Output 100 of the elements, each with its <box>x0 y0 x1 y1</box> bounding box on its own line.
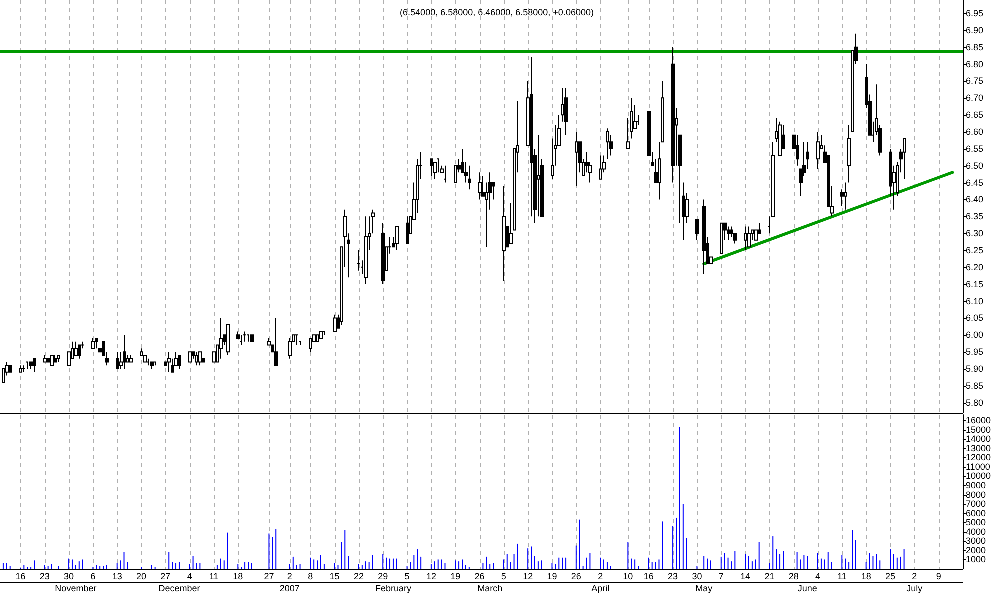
candlestick <box>433 162 437 180</box>
x-tick-label: 7 <box>718 572 724 582</box>
candlestick <box>478 172 482 200</box>
y-tick-label: 6.85 <box>966 42 984 52</box>
y-tick-label: 6.45 <box>966 178 984 188</box>
x-tick-label: 29 <box>378 572 388 582</box>
y-tick-label: 6.25 <box>966 246 984 256</box>
candlestick <box>147 358 150 366</box>
x-tick-label: 11 <box>838 572 847 582</box>
x2-tick-label: May <box>696 584 714 594</box>
candlestick <box>626 118 630 150</box>
x-tick-label: 22 <box>354 572 364 582</box>
y-tick-label: 6.80 <box>966 59 984 70</box>
y-tick-label: 4000 <box>966 526 986 537</box>
x-tick-label: 26 <box>474 572 485 582</box>
y-tick-label: 12000 <box>966 452 992 463</box>
candlestick <box>747 226 751 248</box>
candlestick <box>682 182 685 241</box>
candlestick <box>178 354 181 370</box>
x-tick-label: 20 <box>136 572 147 582</box>
candlestick <box>57 354 60 363</box>
candlestick <box>395 226 399 252</box>
x-tick-label: 19 <box>547 572 558 582</box>
candlestick <box>74 341 78 356</box>
x2-tick-label: November <box>55 584 97 594</box>
x-tick-label: 27 <box>160 572 171 582</box>
candlestick <box>727 226 730 241</box>
candlestick <box>316 334 319 342</box>
candlestick <box>240 334 243 346</box>
candlestick <box>702 199 706 275</box>
candlestick <box>116 352 119 370</box>
candlestick <box>564 88 568 136</box>
candlestick <box>195 352 198 366</box>
y-tick-label: 5000 <box>966 518 986 528</box>
x-tick-label: 5 <box>404 572 410 582</box>
x-tick-label: 4 <box>187 572 192 582</box>
y-tick-label: 11000 <box>966 462 990 472</box>
candlestick <box>29 362 33 370</box>
candlestick <box>444 165 447 184</box>
candlestick <box>150 362 154 370</box>
y-tick-label: 16000 <box>966 416 992 426</box>
x-tick-label: 23 <box>40 572 50 582</box>
y-tick-label: 6.95 <box>966 8 984 19</box>
candlestick <box>250 334 254 342</box>
x-tick-label: 10 <box>623 572 634 582</box>
y-tick-label: 6.20 <box>966 262 984 272</box>
candlestick <box>381 222 385 285</box>
x-tick-label: 27 <box>264 572 274 582</box>
candlestick <box>50 354 54 366</box>
y-tick-label: 6.55 <box>966 144 984 154</box>
x-tick-label: 21 <box>764 572 775 582</box>
text: (6.54000, 6.58000, 6.46000, 6.58000, +0.06000) <box>400 8 594 18</box>
candlestick <box>288 338 292 360</box>
x-tick-label: 26 <box>571 572 582 582</box>
candlestick <box>9 365 12 373</box>
candlestick <box>22 365 26 373</box>
x-tick-label: 15 <box>330 572 340 582</box>
candlestick <box>744 226 747 252</box>
candlestick <box>53 354 57 363</box>
x-tick-label: 28 <box>788 572 799 582</box>
y-tick-label: 6.75 <box>966 76 984 86</box>
x2-tick-label: July <box>906 584 924 594</box>
y-tick-label: 6.70 <box>966 93 984 104</box>
candlestick <box>406 216 409 244</box>
y-tick-label: 6.15 <box>966 279 984 290</box>
x-tick-label: 23 <box>668 572 678 582</box>
x-tick-label: 14 <box>740 572 751 582</box>
x-tick-label: 13 <box>112 572 122 582</box>
candlestick <box>468 165 471 190</box>
y-tick-label: 3000 <box>966 536 986 546</box>
y-tick-label: 6.40 <box>966 194 984 205</box>
x-tick-label: 12 <box>426 572 436 582</box>
x-tick-label: 25 <box>885 572 896 582</box>
candlestick <box>247 334 250 342</box>
x-tick-label: 19 <box>450 572 461 582</box>
x2-tick-label: April <box>592 584 610 594</box>
candlestick <box>19 365 22 373</box>
candlestick <box>243 331 247 342</box>
candlestick <box>333 314 337 332</box>
candlestick <box>33 358 36 373</box>
x-tick-label: 18 <box>233 572 244 582</box>
x-tick-label: 5 <box>501 572 506 582</box>
y-tick-label: 7000 <box>966 499 986 510</box>
y-tick-label: 6.05 <box>966 313 984 324</box>
candlestick <box>671 46 675 184</box>
candlestick <box>319 331 323 340</box>
y-tick-label: 5.85 <box>966 380 984 391</box>
y-tick-label: 2000 <box>966 545 986 556</box>
y-tick-label: 6.30 <box>966 228 984 239</box>
y-tick-label: 10000 <box>966 471 992 482</box>
x-tick-label: 16 <box>16 572 26 582</box>
candlestick <box>509 202 513 244</box>
candlestick <box>575 132 578 187</box>
x-tick-label: 8 <box>308 572 314 582</box>
y-tick-label: 6.00 <box>966 330 984 340</box>
x-tick-label: 9 <box>936 572 942 582</box>
x-tick-label: 16 <box>644 572 654 582</box>
candlestick <box>606 128 609 160</box>
y-tick-label: 6.90 <box>966 25 984 36</box>
y-tick-label: 6.60 <box>966 127 984 138</box>
